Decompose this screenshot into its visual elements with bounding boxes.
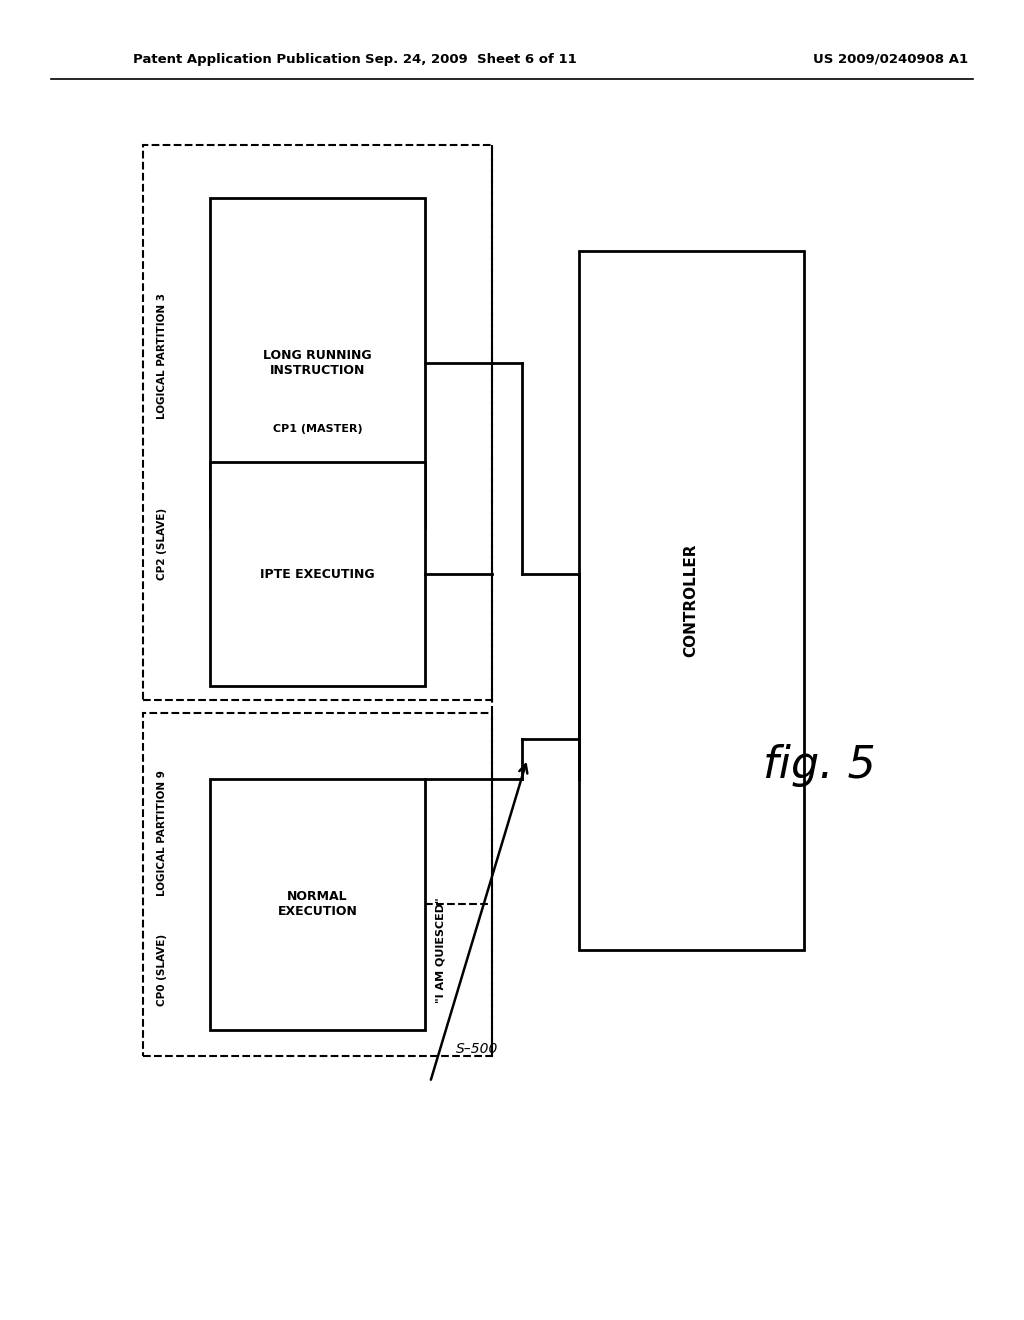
- Bar: [210, 462, 425, 686]
- Text: LOGICAL PARTITION 3: LOGICAL PARTITION 3: [157, 293, 167, 418]
- Text: LOGICAL PARTITION 9: LOGICAL PARTITION 9: [157, 770, 167, 896]
- Bar: [210, 198, 425, 528]
- Text: CONTROLLER: CONTROLLER: [684, 544, 698, 657]
- Text: Sep. 24, 2009  Sheet 6 of 11: Sep. 24, 2009 Sheet 6 of 11: [366, 53, 577, 66]
- Text: IPTE EXECUTING: IPTE EXECUTING: [260, 568, 375, 581]
- Bar: [210, 779, 425, 1030]
- Text: LONG RUNNING
INSTRUCTION: LONG RUNNING INSTRUCTION: [263, 348, 372, 378]
- Text: US 2009/0240908 A1: US 2009/0240908 A1: [813, 53, 969, 66]
- Bar: [579, 251, 804, 950]
- Bar: [143, 713, 492, 1056]
- Text: Patent Application Publication: Patent Application Publication: [133, 53, 360, 66]
- Text: NORMAL
EXECUTION: NORMAL EXECUTION: [278, 890, 357, 919]
- Text: S–500: S–500: [456, 1043, 498, 1056]
- Text: "I AM QUIESCED": "I AM QUIESCED": [435, 898, 445, 1003]
- Text: CP1 (MASTER): CP1 (MASTER): [272, 424, 362, 434]
- Text: CP0 (SLAVE): CP0 (SLAVE): [157, 935, 167, 1006]
- Text: fig. 5: fig. 5: [763, 744, 876, 787]
- Text: CP2 (SLAVE): CP2 (SLAVE): [157, 508, 167, 581]
- Bar: [143, 145, 492, 700]
